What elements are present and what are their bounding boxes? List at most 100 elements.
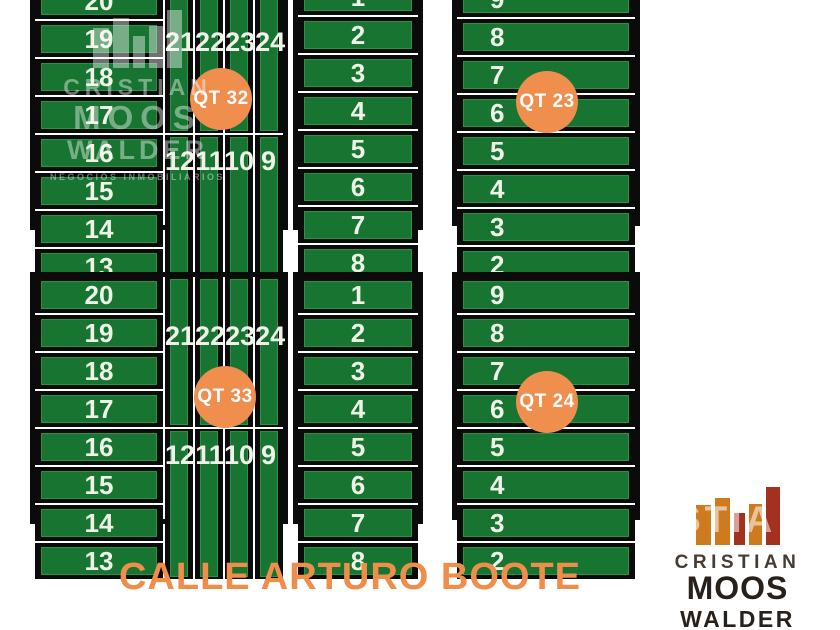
strip-lot [255, 429, 283, 579]
lot-number: 6 [490, 98, 505, 128]
lot: 6 [298, 169, 418, 205]
lot-number: 23 [225, 27, 256, 57]
strip-lot [165, 429, 193, 579]
strip-lot [165, 135, 193, 285]
lot-number: 17 [84, 394, 114, 424]
lot: 2 [298, 315, 418, 351]
lot-number: 9 [490, 280, 505, 310]
lot-number: 3 [490, 212, 505, 242]
lot-number: 6 [490, 394, 505, 424]
lot: 1 [298, 277, 418, 313]
lot-parcel: 19 [41, 319, 157, 347]
badge-qt23: QT 23 [516, 71, 578, 133]
lot: 3 [298, 353, 418, 389]
lot-parcel: 18 [41, 63, 157, 91]
lot-parcel: 7 [304, 509, 412, 537]
lot-parcel: 8 [463, 319, 629, 347]
lot-number: 16 [84, 432, 114, 462]
lot-number: 4 [350, 394, 366, 424]
lot-number: 18 [84, 62, 114, 92]
lot: 5 [298, 429, 418, 465]
lot-number: 2 [350, 318, 366, 348]
lot-parcel: 18 [41, 357, 157, 385]
lot: 8 [457, 315, 635, 351]
lot-number: 11 [195, 146, 224, 176]
lot-number: 12 [165, 440, 196, 470]
lot-parcel: 1 [304, 281, 412, 309]
lot-number: 20 [84, 0, 114, 16]
lot: 5 [298, 131, 418, 167]
lot-parcel: 15 [41, 471, 157, 499]
lot-number: 23 [225, 321, 256, 351]
lot-parcel: 2 [304, 319, 412, 347]
qt32-left-lot-column: 20 19 18 17 [35, 0, 163, 285]
lot: 4 [457, 467, 635, 503]
lot-number: 3 [350, 356, 366, 386]
lot: 17 [35, 391, 163, 427]
lot-parcel: 4 [304, 395, 412, 423]
brand-logo: STIA CRISTIAN MOOS WALDER [650, 487, 825, 630]
lot-number: 9 [261, 440, 277, 470]
lot: 18 [35, 59, 163, 95]
lot-number: 18 [84, 356, 114, 386]
street-label: CALLE ARTURO BOOTE [118, 556, 581, 598]
lot-parcel: 5 [304, 433, 412, 461]
lot-number: 7 [490, 60, 505, 90]
strip-lot [255, 135, 283, 285]
lot: 18 [35, 353, 163, 389]
lot-number: 15 [84, 470, 114, 500]
lot: 16 [35, 429, 163, 465]
lot-parcel: 1 [304, 0, 412, 11]
lot-number: 4 [350, 96, 366, 126]
lot-parcel: 5 [304, 135, 412, 163]
lot-number: 5 [490, 432, 505, 462]
qt33-strip-numbers-top: 21 22 23 24 [165, 321, 285, 351]
lot-parcel: 4 [463, 175, 629, 203]
lot-parcel: 6 [304, 173, 412, 201]
lot-parcel: 9 [463, 0, 629, 13]
bar-chart-icon: STIA [650, 487, 825, 545]
lot-number: 1 [350, 280, 366, 310]
qt33-left-lot-column: 20 19 18 17 [35, 277, 163, 579]
lot: 2 [457, 543, 635, 579]
lot: 16 [35, 135, 163, 171]
lot-number: 3 [350, 58, 366, 88]
lot-number: 13 [84, 546, 114, 576]
lot-number: 8 [350, 546, 366, 576]
lot-number: 5 [350, 432, 366, 462]
lot-number: 17 [84, 100, 114, 130]
qt32-strip-numbers-top: 21 22 23 24 [165, 27, 286, 57]
strip-lot [165, 0, 193, 133]
lot: 19 [35, 315, 163, 351]
lot-number: 14 [84, 214, 114, 244]
logo-walder: WALDER [680, 605, 795, 630]
block-strip-top: 1 2 3 4 [293, 0, 423, 281]
lot-parcel: 17 [41, 101, 157, 129]
lot-parcel: 9 [463, 281, 629, 309]
lot-parcel: 6 [304, 471, 412, 499]
strip-lot [195, 135, 223, 285]
lot-parcel: 2 [304, 21, 412, 49]
lot: 8 [457, 19, 635, 55]
lot: 2 [298, 17, 418, 53]
lot: 20 [35, 0, 163, 19]
lot-number: 8 [490, 22, 505, 52]
strip-lot [165, 277, 193, 427]
strip-lot [255, 277, 283, 427]
lot-number: 24 [255, 27, 286, 57]
lot-number: 22 [195, 27, 226, 57]
lot-number: 9 [261, 146, 277, 176]
lot-parcel: 14 [41, 215, 157, 243]
lot: 15 [35, 467, 163, 503]
lot: 13 [35, 543, 163, 579]
lot-parcel: 3 [463, 213, 629, 241]
lot-parcel: 4 [463, 471, 629, 499]
lot: 19 [35, 21, 163, 57]
lot: 14 [35, 211, 163, 247]
lot-number: 16 [84, 138, 114, 168]
lot-number: 3 [490, 508, 505, 538]
lot-number: 20 [84, 280, 114, 310]
lot-parcel: 16 [41, 433, 157, 461]
qt32-strip-lots: 21 22 23 24 12 11 10 9 [165, 0, 286, 285]
strip-lot [255, 0, 283, 133]
